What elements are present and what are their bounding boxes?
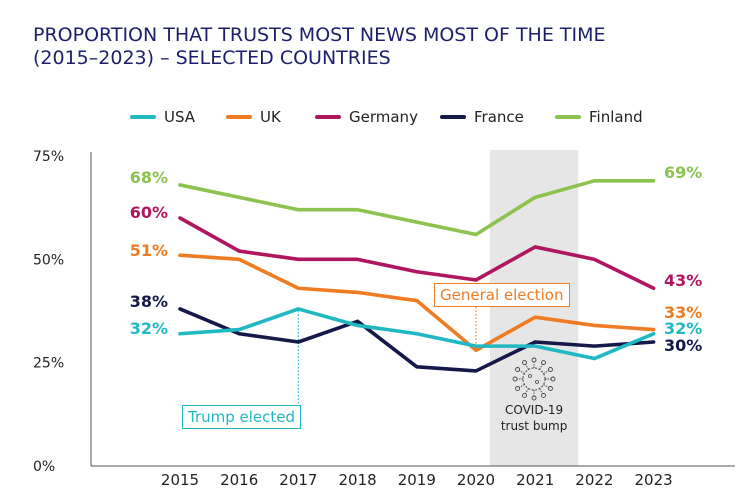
y-tick-label: 75% bbox=[33, 149, 64, 165]
virus-icon-glyph bbox=[512, 357, 556, 401]
legend-swatch-uk bbox=[226, 115, 252, 119]
virus-icon bbox=[490, 356, 578, 402]
legend-label-germany: Germany bbox=[349, 108, 418, 126]
annotation-general-election: General election bbox=[434, 283, 570, 307]
chart-title-line-1: PROPORTION THAT TRUSTS MOST NEWS MOST OF… bbox=[33, 24, 606, 46]
end-label-france: 30% bbox=[664, 336, 702, 355]
start-label-finland: 68% bbox=[130, 168, 168, 187]
legend-item-uk: UK bbox=[226, 106, 281, 128]
series-line-usa bbox=[178, 307, 656, 361]
y-tick-label: 50% bbox=[33, 252, 64, 268]
legend-swatch-usa bbox=[130, 115, 156, 119]
x-tick-label: 2017 bbox=[279, 471, 317, 489]
covid-shaded-band bbox=[490, 150, 579, 466]
x-tick-label: 2016 bbox=[220, 471, 258, 489]
legend-label-finland: Finland bbox=[589, 108, 643, 126]
end-label-usa: 32% bbox=[664, 319, 702, 338]
legend-swatch-finland bbox=[555, 115, 581, 119]
end-label-germany: 43% bbox=[664, 271, 702, 290]
y-tick-label: 0% bbox=[33, 459, 55, 475]
legend-swatch-germany bbox=[315, 115, 341, 119]
annotation-trump-elected: Trump elected bbox=[182, 405, 302, 429]
x-tick-label: 2018 bbox=[339, 471, 377, 489]
start-label-uk: 51% bbox=[130, 241, 168, 260]
series-line-uk bbox=[178, 253, 656, 353]
x-tick-label: 2020 bbox=[457, 471, 495, 489]
chart-legend: USA UK Germany France Finland bbox=[0, 106, 752, 128]
legend-label-france: France bbox=[474, 108, 524, 126]
series-line-germany bbox=[178, 216, 656, 291]
legend-item-finland: Finland bbox=[555, 106, 643, 128]
legend-item-usa: USA bbox=[130, 106, 195, 128]
legend-label-uk: UK bbox=[260, 108, 281, 126]
x-tick-label: 2021 bbox=[516, 471, 554, 489]
x-tick-label: 2022 bbox=[575, 471, 613, 489]
y-tick-label: 25% bbox=[33, 356, 64, 372]
end-label-finland: 69% bbox=[664, 163, 702, 182]
start-label-france: 38% bbox=[130, 292, 168, 311]
series-line-france bbox=[178, 307, 656, 373]
legend-item-france: France bbox=[440, 106, 524, 128]
x-tick-label: 2023 bbox=[635, 471, 673, 489]
covid-label-line-1: COVID-19 bbox=[504, 403, 564, 417]
x-tick-label: 2019 bbox=[398, 471, 436, 489]
legend-swatch-france bbox=[440, 115, 466, 119]
chart-title-line-2: (2015–2023) – SELECTED COUNTRIES bbox=[33, 47, 391, 69]
x-tick-label: 2015 bbox=[161, 471, 199, 489]
legend-item-germany: Germany bbox=[315, 106, 418, 128]
start-label-germany: 60% bbox=[130, 203, 168, 222]
start-label-usa: 32% bbox=[130, 319, 168, 338]
covid-label-line-2: trust bump bbox=[500, 419, 568, 433]
chart-title: PROPORTION THAT TRUSTS MOST NEWS MOST OF… bbox=[33, 24, 733, 70]
legend-label-usa: USA bbox=[164, 108, 196, 126]
series-line-finland bbox=[178, 179, 656, 237]
annotation-covid-trust-bump: COVID-19 trust bump bbox=[490, 356, 578, 434]
end-label-uk: 33% bbox=[664, 303, 702, 322]
